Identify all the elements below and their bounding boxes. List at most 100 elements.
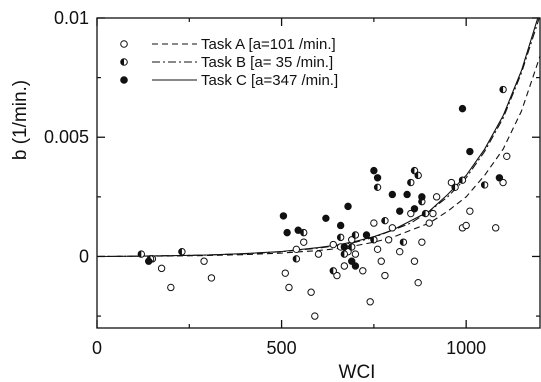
data-point-open-circle: [281, 269, 289, 277]
data-point-half-filled-circle: [373, 183, 382, 192]
data-point-filled-circle: [322, 214, 330, 223]
data-point-open-circle: [462, 221, 470, 230]
data-point-half-filled-circle: [399, 238, 408, 246]
legend-marker-half-filled-circle: [120, 58, 128, 66]
data-point-open-circle: [503, 152, 511, 161]
data-point-open-circle: [447, 178, 456, 187]
data-point-half-filled-circle-fill: [348, 243, 352, 251]
data-point-half-filled-circle: [451, 183, 459, 192]
data-point-half-filled-circle-fill: [330, 267, 334, 274]
data-point-half-filled-circle: [348, 243, 356, 251]
data-point-half-filled-circle-fill: [411, 167, 415, 174]
x-tick-label: 0: [92, 338, 102, 358]
data-point-half-filled-circle-fill: [451, 184, 456, 191]
y-axis-label: b (1/min.): [10, 80, 31, 160]
data-point-open-circle: [157, 264, 166, 273]
data-point-half-filled-circle: [329, 267, 337, 275]
plot-frame: [96, 17, 541, 329]
data-point-half-filled-circle: [340, 250, 349, 258]
data-point-half-filled-circle-fill: [370, 236, 374, 243]
data-point-open-circle: [373, 245, 382, 254]
data-point-open-circle: [499, 178, 507, 187]
data-point-open-circle: [370, 219, 378, 227]
data-point-filled-circle: [340, 243, 349, 251]
data-point-half-filled-circle-fill: [407, 179, 411, 186]
data-point-open-circle: [300, 238, 308, 246]
x-tick-label: 500: [267, 338, 297, 358]
data-point-filled-circle: [294, 226, 302, 234]
data-point-half-filled-circle: [414, 171, 422, 180]
data-point-filled-circle: [370, 166, 378, 175]
data-point-open-circle: [351, 250, 360, 258]
data-point-half-filled-circle-fill: [499, 86, 504, 93]
data-point-open-circle: [314, 250, 323, 258]
data-point-half-filled-circle-fill: [414, 172, 419, 179]
data-point-open-circle: [311, 312, 319, 320]
data-point-filled-circle: [466, 147, 474, 156]
y-tick-label: 0.005: [44, 127, 89, 147]
data-point-open-circle: [348, 236, 356, 244]
data-point-filled-circle: [362, 231, 371, 239]
data-point-filled-circle: [336, 221, 345, 230]
data-point-half-filled-circle: [178, 247, 186, 256]
data-point-half-filled-circle-fill: [400, 238, 404, 246]
legend-marker-filled-circle: [120, 76, 128, 84]
data-point-half-filled-circle: [480, 181, 489, 189]
data-point-open-circle: [333, 271, 341, 280]
data-point-filled-circle: [410, 205, 419, 213]
data-point-open-circle: [167, 283, 175, 292]
data-point-filled-circle: [396, 207, 404, 215]
data-point-half-filled-circle-fill: [352, 231, 356, 239]
data-point-open-circle: [425, 219, 433, 227]
data-point-open-circle: [432, 193, 441, 201]
data-point-open-circle: [418, 238, 426, 246]
legend-marker-half-filled-circle-fill: [120, 58, 124, 66]
data-point-filled-circle: [351, 262, 360, 270]
data-point-filled-circle: [418, 193, 426, 201]
data-point-open-circle: [381, 271, 389, 280]
legend: Task A [a=101 /min.]Task B [a= 35 /min.]…: [120, 36, 338, 89]
data-point-filled-circle: [344, 202, 352, 211]
data-point-open-circle: [492, 224, 500, 232]
y-tick-label: 0.01: [54, 8, 89, 28]
data-point-half-filled-circle-fill: [381, 217, 385, 224]
data-point-half-filled-circle-fill: [341, 250, 345, 258]
data-point-half-filled-circle: [292, 255, 301, 263]
data-point-open-circle: [384, 236, 393, 244]
data-point-half-filled-circle-fill: [337, 234, 341, 241]
data-point-filled-circle: [403, 190, 411, 199]
data-point-half-filled-circle-fill: [178, 248, 182, 255]
data-point-filled-circle: [348, 257, 356, 265]
data-point-open-circle: [307, 288, 315, 296]
data-point-open-circle: [200, 257, 208, 265]
data-point-half-filled-circle-fill: [481, 181, 485, 189]
data-point-open-circle: [407, 209, 415, 218]
data-point-half-filled-circle: [499, 85, 507, 94]
legend-label: Task B [a= 35 /min.]: [201, 54, 333, 71]
data-point-half-filled-circle: [336, 233, 345, 242]
legend-marker-open-circle: [120, 40, 128, 48]
data-point-half-filled-circle-fill: [374, 184, 378, 191]
data-point-half-filled-circle: [458, 176, 467, 184]
data-point-half-filled-circle-fill: [422, 210, 426, 217]
data-point-open-circle: [292, 245, 301, 254]
data-point-half-filled-circle-fill: [138, 250, 142, 258]
x-axis-label: WCI: [339, 362, 376, 382]
data-point-open-circle: [410, 257, 419, 265]
data-point-open-circle: [377, 257, 385, 265]
data-point-half-filled-circle: [421, 209, 430, 218]
data-point-open-circle: [207, 274, 216, 282]
data-points: [137, 85, 511, 320]
data-point-open-circle: [285, 283, 293, 292]
data-point-open-circle: [396, 247, 404, 256]
x-tick-label: 1000: [446, 338, 486, 358]
data-point-half-filled-circle: [137, 250, 146, 258]
data-point-open-circle: [388, 224, 397, 232]
data-point-open-circle: [429, 209, 437, 218]
legend-label: Task C [a=347 /min.]: [201, 72, 338, 89]
data-point-open-circle: [466, 207, 474, 215]
data-point-filled-circle: [144, 257, 153, 265]
data-point-open-circle: [340, 262, 349, 270]
data-point-half-filled-circle: [351, 231, 360, 239]
data-point-filled-circle: [373, 174, 382, 182]
